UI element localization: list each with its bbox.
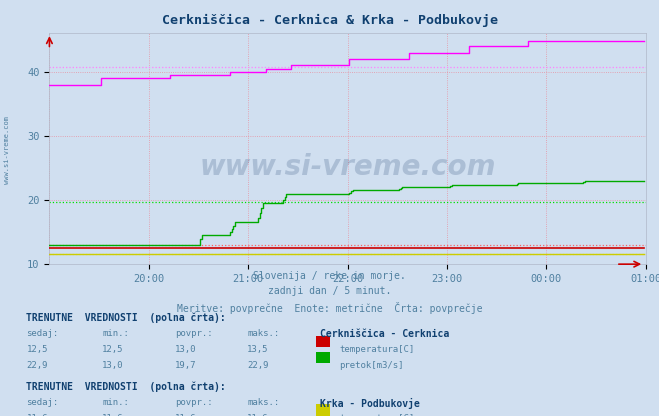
Text: min.:: min.: [102, 398, 129, 407]
Text: Krka - Podbukovje: Krka - Podbukovje [320, 398, 420, 409]
Text: 22,9: 22,9 [247, 361, 269, 370]
Text: temperatura[C]: temperatura[C] [339, 414, 415, 416]
Text: 13,0: 13,0 [175, 345, 196, 354]
Text: temperatura[C]: temperatura[C] [339, 345, 415, 354]
Text: www.si-vreme.com: www.si-vreme.com [3, 116, 10, 184]
Text: 13,5: 13,5 [247, 345, 269, 354]
Text: 11,6: 11,6 [175, 414, 196, 416]
Text: 11,6: 11,6 [26, 414, 48, 416]
Text: 19,7: 19,7 [175, 361, 196, 370]
Text: 11,6: 11,6 [247, 414, 269, 416]
Text: 12,5: 12,5 [102, 345, 124, 354]
Text: www.si-vreme.com: www.si-vreme.com [200, 153, 496, 181]
Text: povpr.:: povpr.: [175, 398, 212, 407]
Text: 13,0: 13,0 [102, 361, 124, 370]
Text: TRENUTNE  VREDNOSTI  (polna črta):: TRENUTNE VREDNOSTI (polna črta): [26, 381, 226, 391]
Text: Cerkniščica - Cerknica: Cerkniščica - Cerknica [320, 329, 449, 339]
Text: Slovenija / reke in morje.
zadnji dan / 5 minut.
Meritve: povprečne  Enote: metr: Slovenija / reke in morje. zadnji dan / … [177, 271, 482, 314]
Text: pretok[m3/s]: pretok[m3/s] [339, 361, 404, 370]
Text: 22,9: 22,9 [26, 361, 48, 370]
Text: povpr.:: povpr.: [175, 329, 212, 339]
Text: min.:: min.: [102, 329, 129, 339]
Text: sedaj:: sedaj: [26, 398, 59, 407]
Text: maks.:: maks.: [247, 329, 279, 339]
Text: Cerkniščica - Cerknica & Krka - Podbukovje: Cerkniščica - Cerknica & Krka - Podbukov… [161, 14, 498, 27]
Text: maks.:: maks.: [247, 398, 279, 407]
Text: 12,5: 12,5 [26, 345, 48, 354]
Text: sedaj:: sedaj: [26, 329, 59, 339]
Text: TRENUTNE  VREDNOSTI  (polna črta):: TRENUTNE VREDNOSTI (polna črta): [26, 313, 226, 323]
Text: 11,6: 11,6 [102, 414, 124, 416]
